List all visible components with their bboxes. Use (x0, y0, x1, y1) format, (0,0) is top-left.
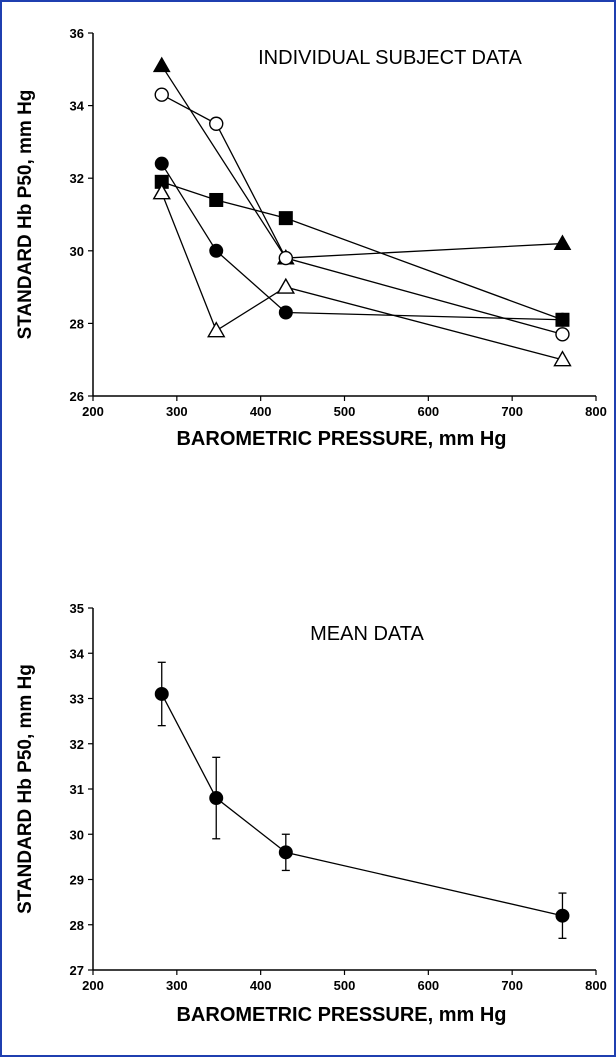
series-line-1 (161, 693, 563, 917)
x-tick-label: 800 (585, 978, 607, 993)
y-tick-label: 32 (70, 737, 84, 752)
series-line-4 (161, 163, 563, 321)
x-tick-label: 200 (82, 404, 104, 419)
y-tick-label: 30 (70, 827, 84, 842)
x-axis-label: BAROMETRIC PRESSURE, mm Hg (176, 428, 506, 450)
data-point-open-circle (209, 116, 224, 131)
y-tick-label: 26 (70, 389, 84, 404)
data-point-open-circle (278, 250, 294, 266)
y-tick-label: 28 (70, 918, 84, 933)
y-tick-label: 34 (70, 646, 85, 661)
x-tick-label: 800 (585, 404, 607, 419)
y-tick-label: 36 (70, 26, 84, 41)
data-point-filled-circle (555, 312, 570, 327)
data-point-filled-square (209, 192, 224, 207)
x-tick-label: 600 (417, 978, 439, 993)
y-tick-label: 30 (70, 244, 84, 259)
x-tick-label: 200 (82, 978, 104, 993)
chart-title: INDIVIDUAL SUBJECT DATA (258, 47, 522, 69)
series-line-5 (161, 192, 563, 361)
data-point-filled-circle (278, 845, 293, 860)
x-tick-label: 300 (166, 978, 188, 993)
y-tick-label: 34 (70, 99, 85, 114)
y-tick-label: 31 (70, 782, 84, 797)
x-tick-label: 300 (166, 404, 188, 419)
x-axis-label: BAROMETRIC PRESSURE, mm Hg (176, 1004, 506, 1026)
y-tick-label: 27 (70, 963, 84, 978)
y-tick-label: 33 (70, 692, 84, 707)
x-tick-label: 400 (250, 978, 272, 993)
data-point-open-circle (154, 87, 169, 102)
data-point-filled-circle (555, 908, 570, 923)
data-point-open-triangle (152, 183, 171, 200)
data-point-open-circle (555, 327, 570, 342)
x-tick-label: 700 (501, 404, 523, 419)
x-tick-label: 500 (334, 978, 356, 993)
data-point-open-triangle (207, 321, 226, 338)
individual-subject-chart: 200 300 400 500 600 700 800 26 28 30 32 34 36 BAROMET… (15, 26, 607, 450)
x-tick-label: 700 (501, 978, 523, 993)
y-tick-label: 28 (70, 316, 84, 331)
y-axis-label: STANDARD Hb P50, mm Hg (15, 664, 36, 914)
data-point-open-triangle (276, 277, 296, 294)
chart-title: MEAN DATA (310, 623, 424, 645)
y-tick-label: 35 (70, 601, 84, 616)
mean-data-chart: 200 300 400 500 600 700 800 27 28 29 30 31 32 33 34 35 B… (15, 601, 607, 1026)
x-tick-label: 400 (250, 404, 272, 419)
data-point-filled-circle (209, 791, 224, 806)
y-tick-label: 32 (70, 171, 84, 186)
data-point-filled-square (154, 174, 169, 189)
y-tick-label: 29 (70, 873, 84, 888)
series-line-1 (161, 65, 563, 259)
data-point-filled-circle (154, 156, 169, 171)
data-point-filled-triangle (152, 56, 171, 73)
y-axis-label: STANDARD Hb P50, mm Hg (15, 90, 36, 340)
data-point-filled-circle (278, 305, 293, 320)
series-line-2 (161, 94, 563, 335)
series-line-3 (161, 181, 563, 321)
data-point-open-triangle (553, 350, 572, 367)
data-point-filled-circle (209, 243, 224, 258)
x-tick-label: 600 (417, 404, 439, 419)
data-point-filled-circle (154, 686, 169, 701)
x-tick-label: 500 (334, 404, 356, 419)
data-point-filled-triangle (553, 234, 572, 251)
data-point-filled-square (278, 211, 293, 226)
